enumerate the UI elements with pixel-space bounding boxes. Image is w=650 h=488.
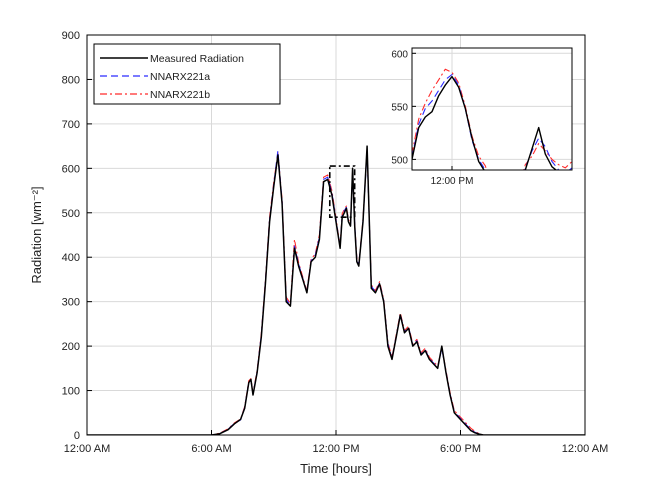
y-tick-label: 500 bbox=[62, 208, 80, 220]
legend: Measured Radiation NNARX221a NNARX221b bbox=[93, 43, 281, 105]
main-series bbox=[87, 145, 585, 435]
x-tick-label: 12:00 PM bbox=[312, 443, 359, 455]
y-tick-label: 700 bbox=[62, 119, 80, 131]
inset-series bbox=[412, 68, 572, 170]
y-tick-label: 600 bbox=[62, 163, 80, 175]
y-axis-title: Radiation [wm⁻²] bbox=[29, 186, 44, 283]
inset-series-line-measured-radiation bbox=[412, 75, 572, 170]
inset-y-tick-label: 500 bbox=[391, 155, 408, 166]
x-tick-label: 12:00 AM bbox=[562, 443, 608, 455]
x-axis-title: Time [hours] bbox=[300, 461, 372, 476]
x-tick-label: 6:00 AM bbox=[191, 443, 231, 455]
legend-label-nnarx221b: NNARX221b bbox=[150, 89, 210, 101]
zoom-box bbox=[328, 165, 356, 219]
inset-series-line-nnarx221b bbox=[412, 68, 572, 170]
y-tick-label: 200 bbox=[62, 341, 80, 353]
y-tick-label: 400 bbox=[62, 252, 80, 264]
inset-y-tick-label: 600 bbox=[391, 49, 408, 60]
y-tick-label: 800 bbox=[62, 74, 80, 86]
inset-x-tick-label: 12:00 PM bbox=[431, 176, 474, 187]
inset-grid bbox=[412, 48, 572, 170]
inset-frame bbox=[411, 47, 573, 171]
inset-plot-area bbox=[412, 48, 572, 170]
inset-y-tick-label: 550 bbox=[391, 102, 408, 113]
y-tick-label: 300 bbox=[62, 297, 80, 309]
y-tick-label: 100 bbox=[62, 386, 80, 398]
series-line-measured-radiation bbox=[87, 145, 585, 435]
inset-ticks: 12:00 PM 500 550 600 bbox=[391, 49, 473, 187]
y-tick-label: 0 bbox=[74, 430, 80, 442]
main-ticks: 12:00 AM 6:00 AM 12:00 PM 6:00 PM 12:00 AM01… bbox=[62, 30, 609, 455]
legend-label-nnarx221a: NNARX221a bbox=[150, 71, 210, 83]
x-tick-label: 12:00 AM bbox=[64, 443, 110, 455]
x-tick-label: 6:00 PM bbox=[440, 443, 481, 455]
inset-chart: 12:00 PM 500 550 600 bbox=[391, 47, 573, 187]
legend-label-measured: Measured Radiation bbox=[150, 53, 244, 65]
y-tick-label: 900 bbox=[62, 30, 80, 42]
